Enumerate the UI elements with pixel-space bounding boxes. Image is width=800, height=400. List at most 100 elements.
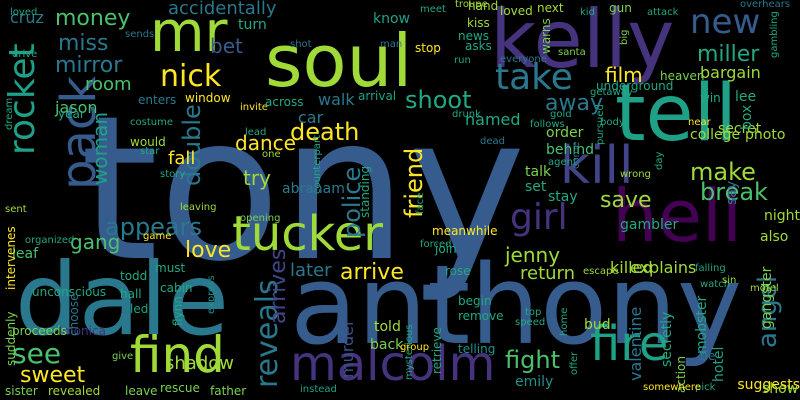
word-next: next (537, 1, 564, 15)
word-fight: fight (505, 346, 560, 374)
word-costume: costume (130, 117, 173, 128)
word-death: death (290, 118, 360, 146)
word-would: would (130, 135, 166, 149)
word-body: body (600, 117, 625, 128)
word-told: told (374, 319, 401, 335)
word-sweet: sweet (20, 363, 86, 388)
word-suggests: suggests (737, 377, 800, 393)
word-fire: fire (590, 316, 669, 372)
word-unconscious: unconscious (32, 285, 107, 299)
word-show: show (762, 381, 799, 397)
word-opening: opening (240, 213, 281, 224)
word-across: across (265, 95, 304, 109)
word-loved: loved (10, 7, 38, 18)
word-dream: dream (4, 97, 15, 130)
word-santa: santa (558, 47, 586, 58)
word-attack: attack (647, 7, 679, 18)
word-cruz: cruz (10, 8, 44, 27)
word-hell: hell (612, 174, 742, 258)
word-dead: dead (480, 136, 505, 147)
word-sister: sister (5, 384, 38, 398)
word-college: college (690, 127, 741, 143)
word-try: try (243, 166, 271, 190)
word-getaway: getaway (590, 87, 633, 98)
word-instead: instead (300, 384, 337, 395)
word-woman: woman (88, 111, 112, 185)
word-car: car (298, 108, 324, 127)
word-home: home (559, 307, 570, 336)
word-accidentally: accidentally (168, 0, 277, 19)
word-remove: remove (458, 309, 504, 323)
word-emily: emily (515, 374, 554, 390)
word-lee: lee (735, 89, 757, 105)
word-miller: miller (697, 42, 760, 67)
word-year: year (58, 107, 85, 121)
word-man: man (380, 39, 403, 50)
word-explains: explains (630, 258, 697, 277)
word-dance: dance (235, 131, 296, 155)
word-give: give (112, 351, 134, 362)
word-revealed: revealed (48, 384, 101, 398)
word-news: news (458, 29, 490, 43)
word-arrive: arrive (340, 260, 404, 285)
word-lead: lead (245, 127, 267, 138)
word-group: group (400, 342, 430, 353)
word-walk: walk (318, 90, 355, 109)
word-love: love (185, 238, 232, 263)
word-make: make (690, 158, 756, 186)
word-see: see (12, 337, 62, 370)
word-express: express (206, 275, 217, 314)
word-murder: murder (338, 318, 357, 378)
word-win: win (700, 91, 721, 105)
word-gangster: gangster (759, 266, 775, 330)
word-kelly: kelly (490, 0, 675, 86)
word-suddenly: suddenly (4, 311, 18, 366)
word-know: know (373, 11, 410, 27)
word-star: star (140, 146, 160, 157)
word-break: break (700, 178, 768, 206)
word-shoot: shoot (405, 86, 472, 114)
word-turn: turn (238, 17, 267, 33)
word-shadow: shadow (165, 353, 234, 374)
word-story: story (160, 169, 186, 180)
word-order: order (546, 125, 584, 141)
word-todd: todd (120, 269, 148, 283)
word-film: film (605, 63, 643, 87)
word-take: take (495, 57, 573, 98)
word-gambler: gambler (620, 217, 679, 233)
word-troupe: troupe (455, 0, 488, 10)
word-agent: agent (548, 157, 577, 168)
word-drive: drive (12, 49, 38, 60)
word-jenny: jenny (505, 243, 561, 267)
word-must: must (155, 261, 186, 275)
word-kid: kid (580, 7, 595, 18)
word-killed: killed (610, 258, 653, 277)
word-motel: motel (750, 283, 779, 294)
word-arrives: arrives (266, 249, 291, 325)
word-game: game (143, 231, 172, 242)
word-abraham: abraham (282, 181, 345, 197)
word-everyone: everyone (500, 54, 547, 65)
word-one: one (262, 149, 281, 160)
word-also: also (760, 229, 789, 245)
word-speed: speed (515, 317, 546, 328)
word-sent: sent (5, 204, 27, 215)
word-telling: telling (458, 342, 496, 356)
word-gambling: gambling (769, 11, 780, 58)
word-leaving: leaving (180, 202, 217, 213)
word-away: away (545, 91, 603, 116)
word-valentine: valentine (626, 306, 645, 382)
word-mr: mr (150, 0, 228, 65)
word-stop: stop (415, 41, 441, 55)
word-night: night (763, 208, 800, 224)
word-top: top (525, 307, 542, 318)
word-jason: jason (55, 98, 98, 117)
word-secretly: secretly (659, 311, 675, 368)
word-offer: offer (569, 351, 580, 375)
word-come: come (571, 141, 582, 169)
word-room: room (85, 74, 132, 95)
word-save: save (600, 188, 652, 213)
word-mirror: mirror (55, 53, 123, 78)
word-photo: photo (745, 127, 786, 143)
